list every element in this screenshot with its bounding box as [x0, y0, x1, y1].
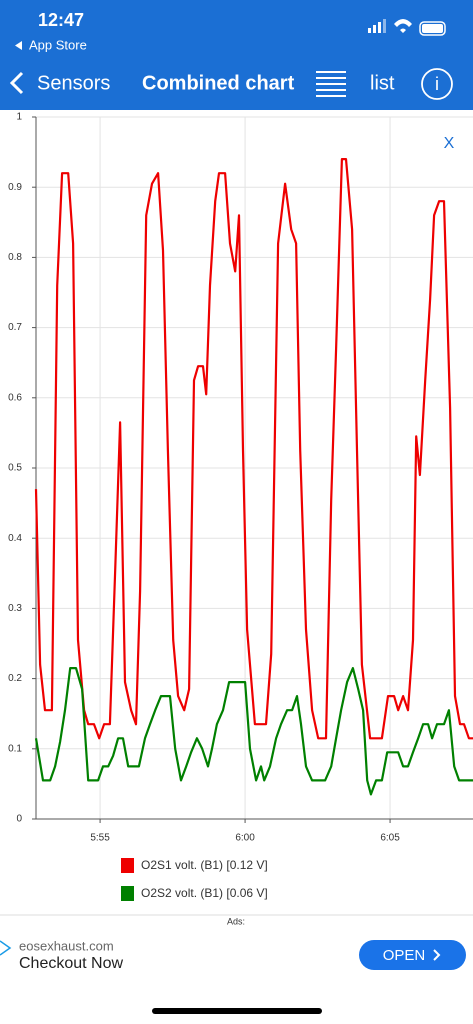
back-button[interactable]: Sensors	[37, 72, 110, 94]
y-tick-label: 0.5	[8, 463, 22, 474]
y-tick-label: 0.2	[8, 673, 22, 684]
status-icons	[368, 19, 446, 36]
ad-domain[interactable]: eosexhaust.com	[19, 938, 114, 953]
info-button[interactable]	[421, 68, 453, 100]
nav-title: Combined chart	[142, 72, 295, 94]
ad-icon	[0, 940, 12, 956]
legend-swatch	[121, 886, 134, 901]
y-tick-label: 0.3	[8, 603, 22, 614]
y-tick-label: 0.1	[8, 743, 22, 754]
ad-label: Ads:	[227, 916, 245, 926]
y-tick-label: 0	[16, 814, 22, 825]
chart: 0 0.1 0.2 0.3 0.4 0.5 0.6 0.7 0.8 0.9 1 5:55 6:00 6:0…	[8, 112, 473, 901]
ad-button[interactable]	[359, 940, 466, 970]
legend-swatch	[121, 858, 134, 873]
y-tick-label: 0.9	[8, 182, 22, 193]
x-tick-label: 6:00	[235, 833, 255, 844]
back-app[interactable]: App Store	[29, 37, 87, 52]
info-icon: i	[435, 74, 439, 94]
series-line	[34, 158, 473, 740]
y-tick-label: 0.8	[8, 252, 22, 263]
status-time: 12:47	[38, 10, 84, 30]
x-tick-label: 6:05	[380, 833, 400, 844]
legend-label: O2S2 volt. (B1) [0.06 V]	[141, 886, 268, 900]
series-line	[34, 667, 473, 796]
y-tick-label: 0.4	[8, 533, 22, 544]
back-app-icon[interactable]	[15, 41, 22, 50]
x-tick-label: 5:55	[90, 833, 110, 844]
home-indicator	[152, 1008, 322, 1014]
y-tick-label: 1	[16, 112, 22, 123]
header-bg	[0, 0, 473, 110]
ad-button-arrow	[433, 949, 441, 961]
y-tick-label: 0.7	[8, 322, 22, 333]
close-button[interactable]: X	[444, 135, 455, 152]
list-icon[interactable]	[316, 71, 346, 97]
y-tick-label: 0.6	[8, 392, 22, 403]
list-button[interactable]: list	[370, 72, 395, 94]
ad-headline[interactable]: Checkout Now	[19, 955, 123, 972]
ad-button-text[interactable]: OPEN	[383, 947, 426, 964]
back-icon[interactable]	[9, 71, 24, 95]
legend-label: O2S1 volt. (B1) [0.12 V]	[141, 858, 268, 872]
